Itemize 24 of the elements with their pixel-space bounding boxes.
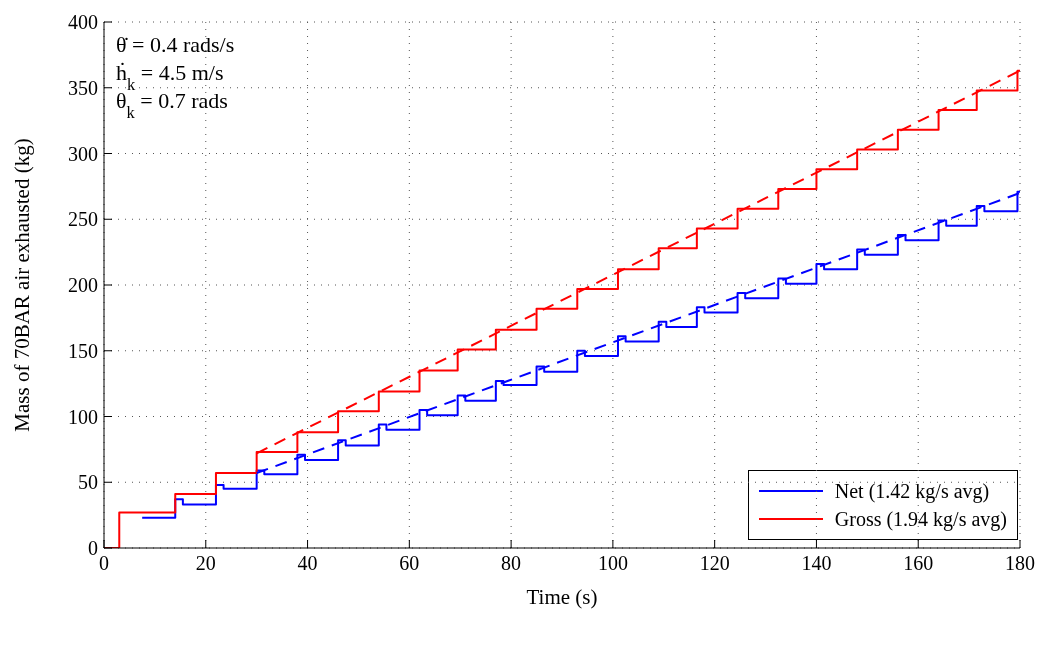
y-tick-label: 0: [88, 537, 98, 560]
y-tick-label: 50: [78, 471, 98, 494]
legend-label: Net (1.42 kg/s avg): [834, 479, 990, 505]
x-tick-label: 140: [801, 552, 832, 575]
x-tick-label: 160: [903, 552, 934, 575]
y-tick-label: 250: [68, 208, 98, 231]
x-tick-label: 180: [1005, 552, 1035, 575]
y-tick-label: 200: [68, 274, 98, 297]
y-tick-label: 100: [68, 405, 98, 428]
y-tick-label: 400: [68, 11, 98, 34]
x-tick-label: 80: [501, 552, 522, 575]
x-tick-label: 40: [297, 552, 318, 575]
y-tick-label: 350: [68, 76, 98, 99]
legend-label: Gross (1.94 kg/s avg): [834, 507, 1007, 533]
x-tick-label: 60: [399, 552, 420, 575]
y-tick-label: 300: [68, 142, 98, 165]
x-tick-label: 100: [597, 552, 628, 575]
x-tick-label: 20: [195, 552, 216, 575]
x-tick-label: 120: [699, 552, 730, 575]
annotation: ḣ$_{k}$ = 4.5 m/s: [116, 60, 224, 94]
y-axis-title: Mass of 70BAR air exhausted (kg): [10, 138, 35, 432]
x-axis-title: Time (s): [526, 585, 598, 609]
annotation: θ̇ = 0.4 rads/s: [116, 32, 235, 57]
y-tick-label: 150: [68, 339, 98, 362]
